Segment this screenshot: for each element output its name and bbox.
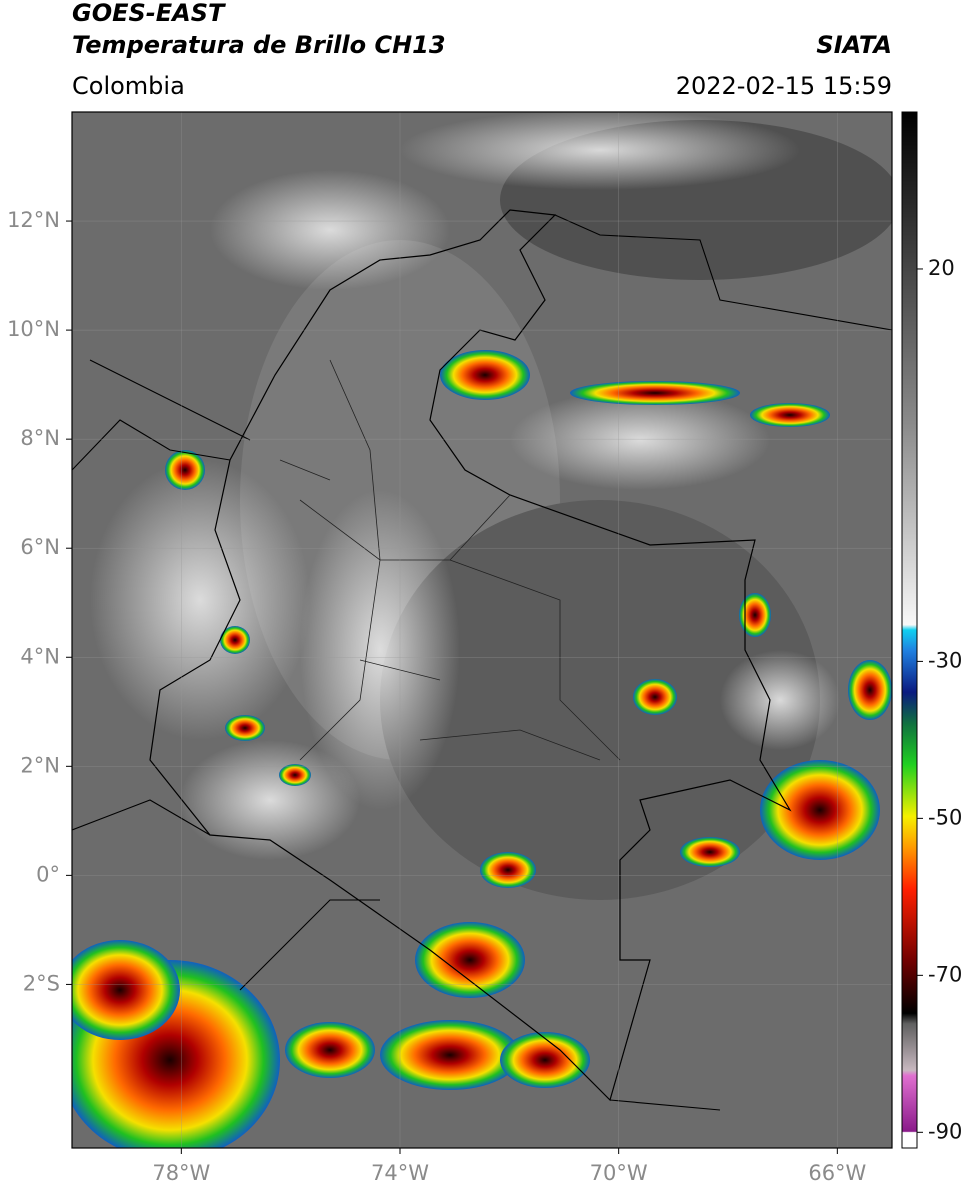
y-tick-label: 8°N xyxy=(20,426,60,450)
map-frame xyxy=(71,111,893,1149)
colorbar-tick-label: -70 xyxy=(928,962,962,986)
storm-cell xyxy=(72,940,180,1040)
storm-cell xyxy=(750,403,830,427)
storm-cell xyxy=(739,593,771,637)
colorbar-tick-label: -50 xyxy=(928,805,962,829)
y-tick-label: 2°S xyxy=(23,971,60,995)
x-tick-label: 78°W xyxy=(152,1161,210,1185)
cloud xyxy=(210,170,450,290)
y-tick-label: 4°N xyxy=(20,644,60,668)
colorbar-tick-label: 20 xyxy=(928,256,955,280)
storm-cell xyxy=(440,350,530,400)
storm-cell xyxy=(380,1020,520,1090)
storm-cell xyxy=(500,1032,590,1088)
storm-cell xyxy=(848,660,892,720)
cloud xyxy=(510,390,770,490)
x-tick-label: 66°W xyxy=(808,1161,866,1185)
colorbar xyxy=(901,111,918,1149)
y-tick-label: 0° xyxy=(36,862,60,886)
colorbar-tick-label: -90 xyxy=(928,1119,962,1143)
y-tick-label: 12°N xyxy=(7,208,60,232)
cloud xyxy=(90,460,310,740)
storm-cell xyxy=(225,715,265,741)
storm-cell xyxy=(285,1022,375,1078)
x-tick-label: 70°W xyxy=(590,1161,648,1185)
storm-cell xyxy=(165,450,205,490)
subtitle: Temperatura de Brillo CH13 xyxy=(72,31,446,59)
cloud xyxy=(180,740,360,860)
storm-cell xyxy=(633,679,677,715)
storm-cell xyxy=(415,922,525,998)
country-border xyxy=(72,214,892,1111)
datetime: 2022-02-15 15:59 xyxy=(676,72,892,100)
y-tick-label: 10°N xyxy=(7,317,60,341)
storm-cell xyxy=(279,764,311,786)
cloud xyxy=(300,490,460,810)
title: GOES-EAST xyxy=(72,0,226,27)
storm-cell xyxy=(220,626,250,654)
storm-cell xyxy=(760,760,880,860)
storm-cell xyxy=(680,837,740,867)
satellite-image xyxy=(72,112,892,1148)
cloud xyxy=(720,650,840,750)
country-border xyxy=(149,209,792,1102)
land-area xyxy=(380,500,820,900)
colorbar-tick-label: -30 xyxy=(928,648,962,672)
x-tick-label: 74°W xyxy=(371,1161,429,1185)
department-border xyxy=(279,359,621,761)
storm-cell xyxy=(570,381,740,405)
y-tick-label: 6°N xyxy=(20,535,60,559)
source: SIATA xyxy=(816,31,892,59)
cloud xyxy=(400,112,800,190)
region: Colombia xyxy=(72,72,185,100)
storm-cell xyxy=(480,852,536,888)
graticule xyxy=(72,112,892,1148)
y-tick-label: 2°N xyxy=(20,753,60,777)
